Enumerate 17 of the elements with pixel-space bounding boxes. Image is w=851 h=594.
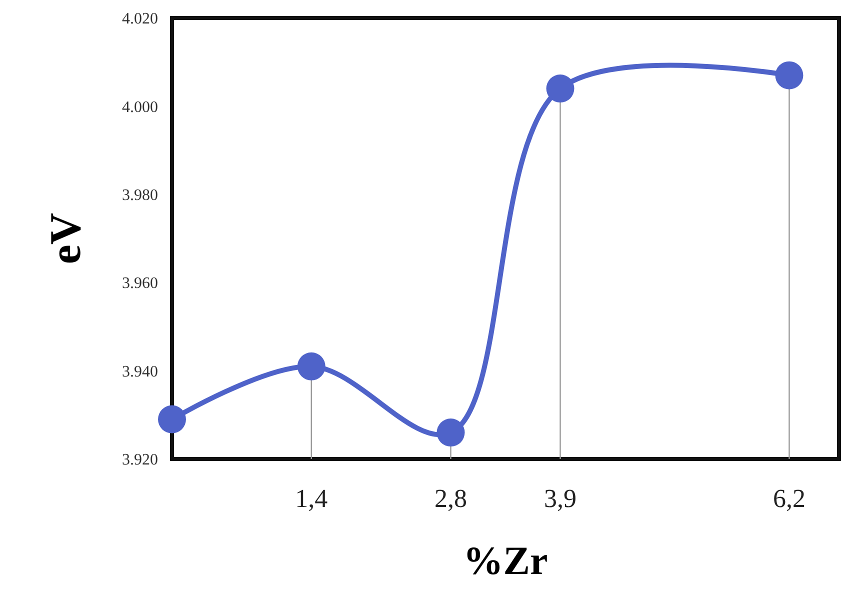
- x-tick-label: 6,2: [772, 484, 806, 513]
- y-tick-label: 3.920: [122, 452, 158, 469]
- x-tick-label: 3,9: [544, 484, 577, 513]
- point: [158, 405, 186, 434]
- x-axis-title: %Zr: [463, 538, 548, 583]
- point: [775, 61, 804, 90]
- y-tick-label: 3.980: [122, 187, 158, 204]
- point: [546, 74, 574, 103]
- point: [297, 352, 326, 380]
- y-axis-title: eV: [41, 212, 90, 264]
- x-tick-label: 2,8: [434, 484, 467, 513]
- y-tick-label: 4.000: [122, 98, 158, 116]
- x-tick-label: 1,4: [295, 484, 328, 513]
- y-tick-label: 4.020: [122, 10, 158, 28]
- point: [436, 418, 465, 447]
- y-tick-label: 3.960: [122, 275, 158, 292]
- y-tick-label: 3.940: [122, 363, 158, 380]
